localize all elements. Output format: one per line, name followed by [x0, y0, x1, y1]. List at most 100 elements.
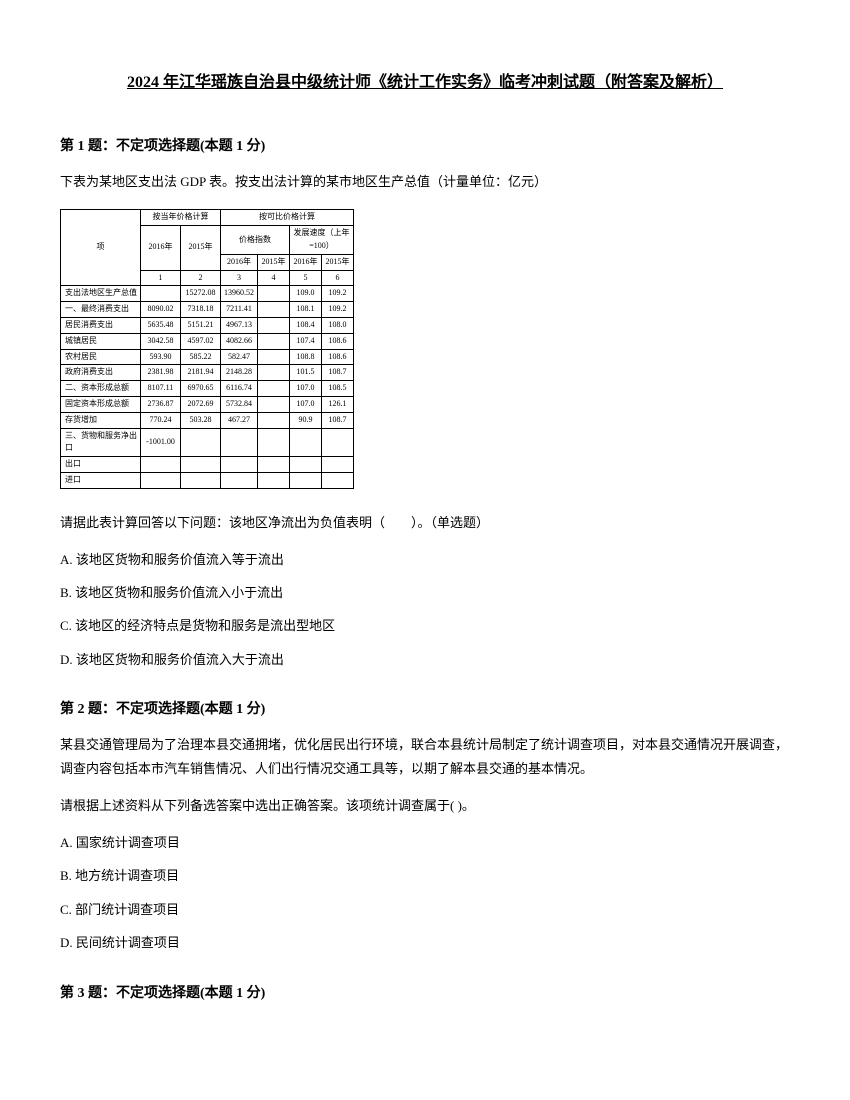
table-cell — [258, 349, 290, 365]
table-cell: 90.9 — [290, 412, 322, 428]
table-cell: 109.2 — [322, 302, 354, 318]
table-cell: 出口 — [61, 457, 141, 473]
table-header-cell: 发展速度（上年=100） — [290, 226, 354, 255]
question-2-subquestion: 请根据上述资料从下列备选答案中选出正确答案。该项统计调查属于( )。 — [60, 796, 790, 817]
table-cell: -1001.00 — [141, 428, 181, 457]
table-cell: 6970.65 — [181, 381, 221, 397]
table-cell: 8090.02 — [141, 302, 181, 318]
table-header-cell: 按可比价格计算 — [221, 210, 354, 226]
table-cell: 三、货物和服务净出口 — [61, 428, 141, 457]
table-cell: 108.4 — [290, 317, 322, 333]
table-cell: 7318.18 — [181, 302, 221, 318]
table-cell: 13960.52 — [221, 286, 258, 302]
table-cell: 5635.48 — [141, 317, 181, 333]
option-c: C. 部门统计调查项目 — [60, 898, 790, 921]
question-2-text: 某县交通管理局为了治理本县交通拥堵，优化居民出行环境，联合本县统计局制定了统计调… — [60, 733, 790, 780]
table-header-cell: 2016年 — [141, 226, 181, 270]
table-cell: 593.90 — [141, 349, 181, 365]
table-cell: 101.5 — [290, 365, 322, 381]
table-cell: 7211.41 — [221, 302, 258, 318]
question-2-header: 第 2 题：不定项选择题(本题 1 分) — [60, 699, 790, 721]
document-title: 2024 年江华瑶族自治县中级统计师《统计工作实务》临考冲刺试题（附答案及解析） — [60, 70, 790, 96]
table-cell — [141, 457, 181, 473]
table-header-cell: 6 — [322, 270, 354, 286]
option-d: D. 民间统计调查项目 — [60, 931, 790, 954]
table-cell: 108.7 — [322, 412, 354, 428]
table-cell — [258, 412, 290, 428]
table-cell — [322, 428, 354, 457]
question-1-header: 第 1 题：不定项选择题(本题 1 分) — [60, 136, 790, 158]
table-cell: 2148.28 — [221, 365, 258, 381]
table-cell — [258, 317, 290, 333]
table-header-cell: 按当年价格计算 — [141, 210, 221, 226]
table-cell: 582.47 — [221, 349, 258, 365]
table-cell — [258, 333, 290, 349]
table-cell: 固定资本形成总额 — [61, 396, 141, 412]
table-header-cell: 1 — [141, 270, 181, 286]
table-cell — [290, 428, 322, 457]
table-cell: 进口 — [61, 472, 141, 488]
table-header-cell: 2015年 — [181, 226, 221, 270]
table-header-cell: 4 — [258, 270, 290, 286]
question-3-header: 第 3 题：不定项选择题(本题 1 分) — [60, 983, 790, 1005]
table-cell: 支出法地区生产总值 — [61, 286, 141, 302]
table-cell: 农村居民 — [61, 349, 141, 365]
table-cell — [258, 396, 290, 412]
table-cell: 居民消费支出 — [61, 317, 141, 333]
table-cell — [221, 472, 258, 488]
table-item-header: 项 — [61, 210, 141, 286]
table-cell: 一、最终消费支出 — [61, 302, 141, 318]
table-cell: 503.28 — [181, 412, 221, 428]
table-cell — [322, 457, 354, 473]
question-1-text: 下表为某地区支出法 GDP 表。按支出法计算的某市地区生产总值（计量单位：亿元） — [60, 170, 790, 193]
table-header-cell: 2015年 — [322, 254, 354, 270]
table-cell: 存货增加 — [61, 412, 141, 428]
table-header-cell: 2016年 — [290, 254, 322, 270]
table-cell — [258, 381, 290, 397]
table-cell: 108.8 — [290, 349, 322, 365]
table-cell — [181, 472, 221, 488]
table-cell: 6116.74 — [221, 381, 258, 397]
table-cell: 108.5 — [322, 381, 354, 397]
table-cell: 2181.94 — [181, 365, 221, 381]
table-cell: 770.24 — [141, 412, 181, 428]
table-cell: 108.6 — [322, 349, 354, 365]
table-header-cell: 3 — [221, 270, 258, 286]
table-header-cell: 2 — [181, 270, 221, 286]
table-cell — [181, 457, 221, 473]
question-1-options: A. 该地区货物和服务价值流入等于流出 B. 该地区货物和服务价值流入小于流出 … — [60, 548, 790, 672]
table-cell: 108.6 — [322, 333, 354, 349]
table-cell: 4597.02 — [181, 333, 221, 349]
table-cell: 107.0 — [290, 396, 322, 412]
table-cell: 4967.13 — [221, 317, 258, 333]
table-cell: 城镇居民 — [61, 333, 141, 349]
table-cell: 15272.08 — [181, 286, 221, 302]
table-cell — [258, 365, 290, 381]
option-b: B. 地方统计调查项目 — [60, 864, 790, 887]
table-cell: 467.27 — [221, 412, 258, 428]
gdp-data-table: 项 按当年价格计算 按可比价格计算 2016年 2015年 价格指数 发展速度（… — [60, 209, 354, 488]
table-cell: 4082.66 — [221, 333, 258, 349]
table-cell: 2736.87 — [141, 396, 181, 412]
table-cell: 8107.11 — [141, 381, 181, 397]
table-header-cell: 价格指数 — [221, 226, 290, 255]
table-cell — [258, 428, 290, 457]
table-header-cell: 2016年 — [221, 254, 258, 270]
table-cell: 109.0 — [290, 286, 322, 302]
table-cell: 107.4 — [290, 333, 322, 349]
table-cell: 109.2 — [322, 286, 354, 302]
table-cell: 107.0 — [290, 381, 322, 397]
question-1-subquestion: 请据此表计算回答以下问题：该地区净流出为负值表明（ ）。（单选题） — [60, 513, 790, 534]
table-header-cell: 2015年 — [258, 254, 290, 270]
option-d: D. 该地区货物和服务价值流入大于流出 — [60, 648, 790, 671]
table-cell: 108.7 — [322, 365, 354, 381]
table-cell: 108.0 — [322, 317, 354, 333]
table-cell: 108.1 — [290, 302, 322, 318]
question-2-options: A. 国家统计调查项目 B. 地方统计调查项目 C. 部门统计调查项目 D. 民… — [60, 831, 790, 955]
table-cell — [322, 472, 354, 488]
option-a: A. 国家统计调查项目 — [60, 831, 790, 854]
table-cell — [258, 302, 290, 318]
option-b: B. 该地区货物和服务价值流入小于流出 — [60, 581, 790, 604]
table-cell: 5732.84 — [221, 396, 258, 412]
table-cell — [221, 428, 258, 457]
